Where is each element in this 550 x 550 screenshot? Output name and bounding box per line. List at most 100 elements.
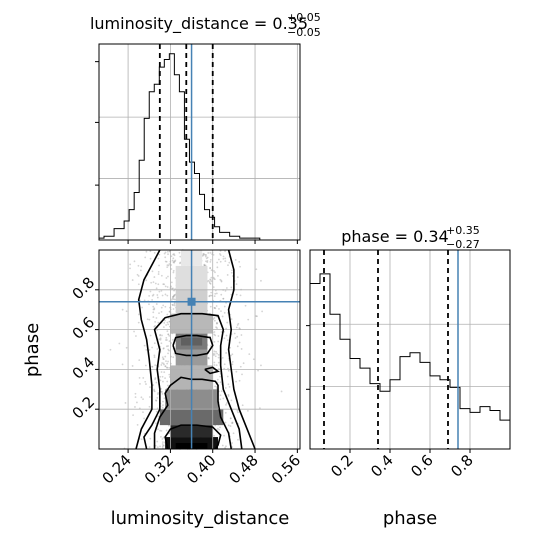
scatter-point — [148, 446, 151, 449]
scatter-point — [259, 407, 261, 410]
scatter-point — [171, 297, 174, 300]
scatter-point — [138, 407, 141, 410]
scatter-point — [140, 396, 143, 399]
scatter-point — [172, 298, 175, 300]
scatter-point — [217, 258, 220, 261]
scatter-point — [210, 276, 213, 279]
scatter-point — [157, 270, 160, 273]
scatter-point — [224, 421, 227, 424]
scatter-point — [164, 251, 167, 254]
scatter-point — [161, 294, 164, 297]
scatter-point — [215, 326, 217, 329]
scatter-point — [135, 335, 137, 337]
scatter-point — [174, 260, 176, 263]
luminosity-distance-histogram — [95, 43, 301, 244]
scatter-point — [155, 422, 157, 425]
scatter-point — [225, 334, 228, 337]
phase-histogram: 0.2 0.4 0.6 0.8 — [306, 249, 511, 481]
ytick-label-0.2: 0.2 — [69, 393, 99, 423]
scatter-point — [154, 324, 156, 327]
scatter-point — [162, 358, 165, 361]
scatter-point — [172, 356, 175, 359]
scatter-point — [136, 273, 139, 276]
scatter-point — [157, 392, 160, 394]
scatter-point — [161, 438, 164, 440]
scatter-point — [152, 281, 155, 284]
scatter-point — [225, 402, 228, 405]
scatter-point — [149, 257, 152, 260]
scatter-point — [166, 339, 168, 341]
scatter-point — [172, 287, 174, 290]
scatter-point — [219, 253, 221, 255]
scatter-point — [173, 294, 176, 296]
scatter-point — [206, 261, 209, 264]
scatter-point — [239, 265, 241, 268]
scatter-point — [215, 387, 218, 390]
luminosity-distance-hist-step — [98, 53, 300, 241]
scatter-point — [167, 384, 169, 387]
scatter-point — [213, 353, 216, 355]
scatter-point — [153, 308, 156, 311]
scatter-point — [162, 362, 165, 365]
scatter-point — [166, 380, 169, 383]
scatter-point — [237, 438, 239, 441]
scatter-point — [227, 424, 230, 427]
joint-frame — [98, 249, 301, 450]
scatter-point — [230, 354, 232, 357]
scatter-point — [172, 294, 175, 297]
scatter-point — [152, 308, 155, 311]
contour-line — [135, 249, 161, 450]
joint-density-panel: 0.24 0.32 0.40 0.48 0.56 0.2 0.4 0.6 0.8 — [69, 249, 304, 487]
scatter-point — [160, 274, 163, 277]
scatter-point — [239, 365, 242, 368]
scatter-point — [173, 253, 175, 255]
scatter-point — [164, 377, 166, 379]
scatter-point — [163, 363, 165, 366]
title-phase: phase = 0.34 — [341, 227, 448, 246]
scatter-point — [148, 348, 151, 351]
scatter-point — [217, 274, 219, 277]
scatter-point — [151, 294, 154, 297]
scatter-point — [165, 345, 168, 348]
scatter-point — [252, 358, 255, 361]
scatter-point — [171, 303, 174, 306]
scatter-point — [161, 406, 164, 409]
scatter-point — [140, 438, 143, 441]
scatter-point — [240, 348, 243, 350]
scatter-point — [213, 319, 216, 322]
scatter-point — [165, 360, 167, 363]
scatter-point — [158, 338, 161, 341]
scatter-point — [160, 342, 163, 345]
scatter-point — [241, 404, 244, 407]
scatter-point — [213, 331, 216, 333]
scatter-point — [144, 380, 147, 383]
scatter-point — [155, 399, 157, 402]
scatter-point — [155, 381, 158, 384]
scatter-point — [225, 445, 227, 448]
scatter-point — [225, 287, 228, 289]
scatter-point — [134, 406, 136, 408]
scatter-point — [161, 445, 164, 448]
scatter-point — [149, 386, 151, 389]
scatter-point — [165, 337, 168, 339]
xlabel-luminosity-distance: luminosity_distance — [111, 508, 290, 529]
scatter-point — [161, 356, 164, 359]
scatter-point — [207, 279, 210, 282]
scatter-point — [202, 254, 205, 257]
scatter-point — [152, 293, 155, 296]
scatter-point — [138, 376, 141, 379]
scatter-point — [231, 353, 234, 356]
scatter-point — [133, 330, 135, 333]
scatter-point — [144, 256, 147, 259]
scatter-point — [221, 444, 224, 447]
scatter-point — [151, 365, 154, 368]
scatter-point — [231, 442, 233, 444]
scatter-point — [158, 312, 160, 315]
scatter-point — [215, 321, 218, 324]
scatter-point — [206, 256, 209, 259]
scatter-point — [153, 388, 155, 391]
scatter-point — [215, 350, 217, 353]
scatter-point — [172, 304, 174, 306]
scatter-point — [151, 298, 154, 301]
scatter-point — [164, 365, 167, 368]
